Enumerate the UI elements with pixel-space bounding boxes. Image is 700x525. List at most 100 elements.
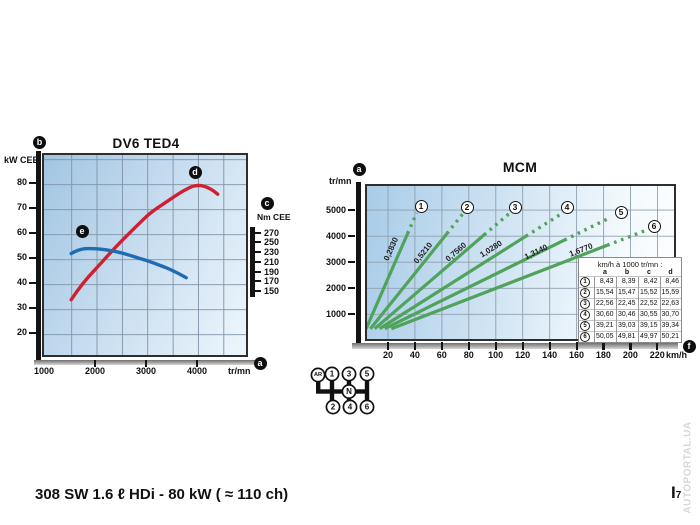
torque-tick: [255, 260, 261, 263]
mcm-y-tick: [348, 209, 355, 212]
mcm-y-axis-bar: [356, 182, 361, 346]
cell: 30,46: [615, 308, 638, 320]
mcm-y-tick-label: 5000: [325, 204, 346, 215]
engine-y-tick: [29, 181, 36, 184]
cell: 22,63: [659, 297, 681, 309]
mcm-x-tick-label: 160: [568, 350, 585, 360]
engine-y-tick: [29, 331, 36, 334]
torque-tick-label: 230: [264, 247, 280, 258]
marker-b: b: [33, 136, 46, 149]
gear-4-label: 4: [348, 403, 353, 412]
mcm-x-tick: [440, 341, 443, 350]
row-gear-badge: 4: [580, 309, 590, 320]
cell: 30,55: [637, 308, 660, 320]
cell: 22,45: [615, 297, 638, 309]
torque-tick-label: 250: [264, 237, 280, 248]
cell: 8,42: [637, 275, 660, 287]
cell: 50,05: [593, 330, 616, 342]
cell: 15,47: [615, 286, 638, 298]
mcm-x-tick-label: 120: [515, 350, 531, 360]
engine-x-axis-label: tr/mn: [228, 366, 251, 376]
gear-line-4: [378, 234, 527, 331]
gear-circle-2: 2: [460, 200, 474, 214]
gear-line-1: [367, 232, 410, 330]
engine-x-tick: [145, 360, 148, 367]
torque-axis-label: Nm CEE: [257, 212, 291, 222]
mcm-y-axis-label: tr/mn: [329, 176, 352, 186]
shift-pattern-labels: AR 1 3 5 N 2 4 6: [314, 370, 370, 412]
torque-axis-bar: [250, 227, 255, 297]
torque-tick-label: 270: [264, 227, 280, 238]
mcm-x-tick: [387, 341, 390, 350]
col-c: c: [647, 268, 651, 276]
mcm-x-tick: [656, 341, 659, 350]
gear-5-label: 5: [365, 370, 370, 379]
col-a: a: [603, 268, 607, 276]
engine-x-tick-label: 4000: [186, 366, 208, 376]
mcm-x-tick-label: 80: [463, 350, 474, 360]
marker-e: e: [75, 224, 89, 238]
gear-circle-4: 4: [560, 200, 574, 214]
engine-y-tick-label: 60: [16, 227, 27, 237]
mcm-x-tick-label: 200: [622, 350, 638, 360]
cell: 8,46: [659, 275, 681, 287]
shift-pattern-diagram: AR 1 3 5 N 2 4 6: [310, 366, 375, 415]
gear-1-label: 1: [330, 370, 335, 379]
gear-circle-5: 5: [614, 205, 628, 219]
engine-y-tick: [29, 281, 36, 284]
mcm-x-tick-label: 20: [382, 350, 393, 360]
marker-f: f: [682, 339, 696, 353]
model-caption: 308 SW 1.6 ℓ HDi - 80 kW ( ≈ 110 ch): [35, 486, 289, 503]
mcm-chart-title: MCM: [502, 159, 538, 175]
cell: 8,39: [615, 275, 638, 287]
engine-chart-title: DV6 TED4: [112, 136, 180, 151]
torque-tick: [255, 231, 261, 234]
engine-x-tick: [196, 360, 199, 367]
engine-plot-area: [42, 153, 248, 357]
table-row: 2 15,54 15,47 15,52 15,59: [579, 286, 681, 298]
cell: 22,56: [593, 297, 616, 309]
gear-3-label: 3: [347, 370, 352, 379]
row-gear-badge: 5: [580, 320, 590, 331]
mcm-y-tick-label: 1000: [325, 308, 346, 319]
engine-y-tick: [29, 206, 36, 209]
torque-tick-label: 190: [264, 266, 280, 277]
engine-y-tick-label: 50: [16, 252, 27, 262]
table-row: 6 50,05 49,81 49,97 50,21: [579, 330, 681, 342]
speed-table-title: km/h à 1000 tr/mn :: [597, 259, 663, 269]
cell: 39,21: [593, 319, 616, 331]
cell: 49,97: [637, 330, 660, 342]
mcm-x-tick-label: 100: [488, 350, 504, 360]
shift-pattern-knobs: [310, 366, 375, 415]
mcm-y-tick-label: 4000: [325, 230, 346, 241]
mcm-x-tick-label: 220: [649, 350, 665, 360]
gear-line-5: [384, 238, 566, 331]
speed-table: km/h à 1000 tr/mn : a b c d 1 8,43 8,39 …: [578, 257, 682, 343]
cell: 49,81: [615, 330, 638, 342]
marker-a-mcm: a: [352, 162, 366, 176]
cell: 39,03: [615, 319, 638, 331]
mcm-x-tick: [494, 341, 497, 350]
gear-circle-6: 6: [647, 219, 661, 233]
mcm-x-tick: [629, 341, 632, 350]
table-row: 5 39,21 39,03 39,15 39,34: [579, 319, 681, 331]
torque-tick: [255, 270, 261, 273]
engine-y-tick-label: 80: [16, 177, 27, 187]
gear-lines-solid: [367, 232, 608, 331]
mcm-x-tick-label: 60: [436, 350, 447, 360]
cell: 15,54: [593, 286, 616, 298]
cell: 22,52: [637, 297, 660, 309]
mcm-y-tick: [348, 261, 355, 264]
col-d: d: [668, 268, 673, 276]
torque-tick: [255, 241, 261, 244]
cell: 39,15: [637, 319, 660, 331]
engine-x-tick-label: 3000: [135, 366, 157, 376]
mcm-x-tick-label: 180: [595, 350, 611, 360]
engine-x-tick: [94, 360, 97, 367]
mcm-x-tick: [575, 341, 578, 350]
torque-tick: [255, 289, 261, 292]
engine-y-tick: [29, 231, 36, 234]
engine-y-tick-label: 30: [16, 302, 27, 312]
torque-tick-label: 170: [264, 276, 280, 287]
cell: 30,60: [593, 308, 616, 320]
